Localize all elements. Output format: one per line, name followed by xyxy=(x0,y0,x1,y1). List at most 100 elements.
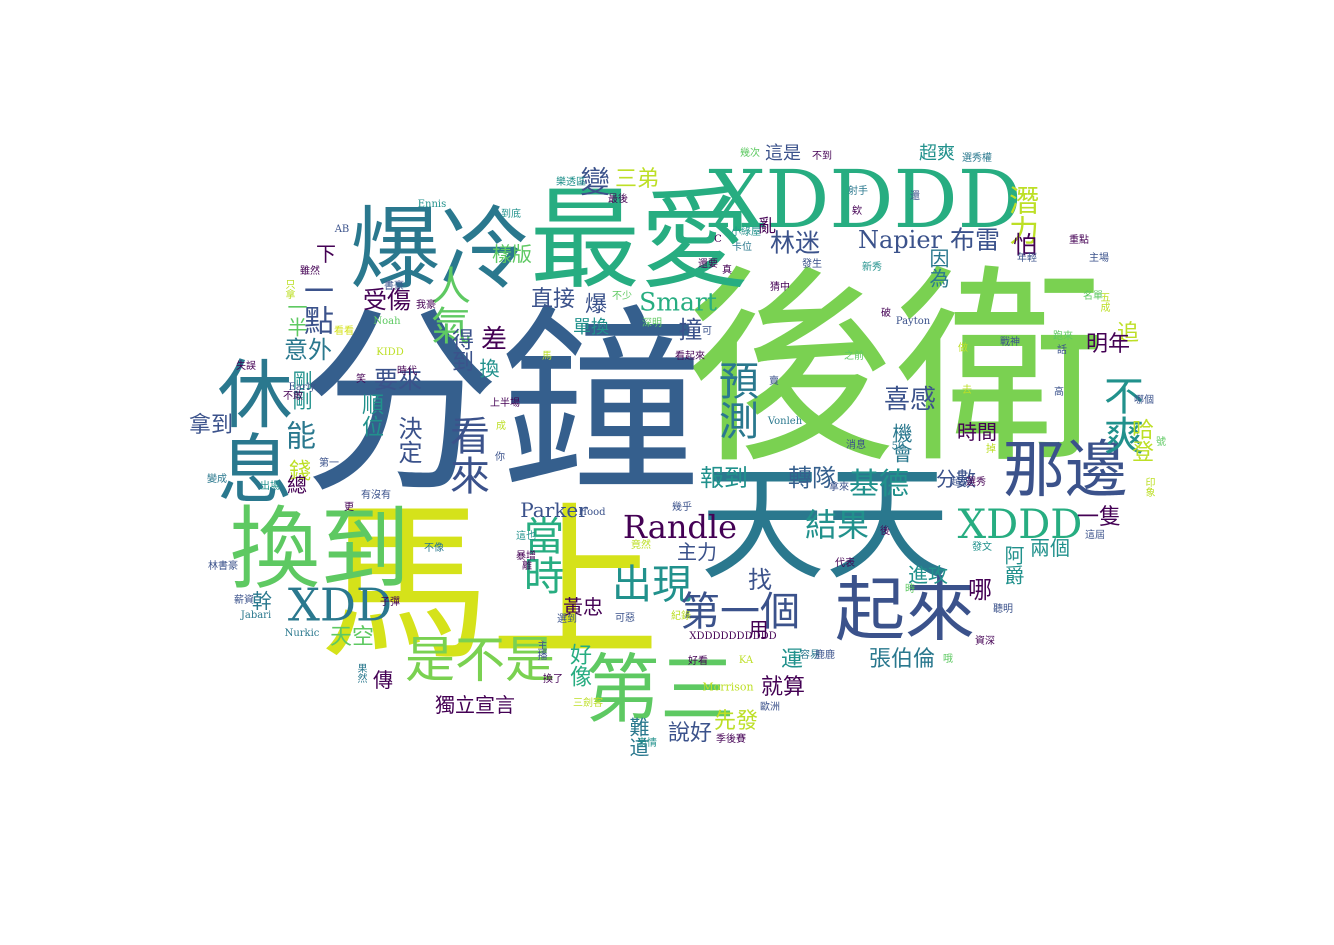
cloud-word: 掉 xyxy=(986,444,996,455)
cloud-word: Early xyxy=(288,382,316,393)
cloud-word: 只拿 xyxy=(283,279,294,299)
cloud-word: 竟然 xyxy=(631,540,651,551)
cloud-word: 先發 xyxy=(713,709,759,734)
cloud-word: 下 xyxy=(316,242,336,266)
cloud-word: Morrison xyxy=(702,680,754,694)
cloud-word: 不少 xyxy=(612,291,632,302)
cloud-word: 運 xyxy=(777,647,802,669)
cloud-word: 順位 xyxy=(358,393,383,437)
cloud-word: 用 xyxy=(745,619,769,639)
cloud-word: 休息 xyxy=(204,355,293,505)
cloud-word: 撞 xyxy=(674,317,702,341)
cloud-word: 人氣 xyxy=(424,265,470,345)
cloud-word: 一半 xyxy=(284,297,308,337)
cloud-word: 歐洲 xyxy=(760,702,780,713)
cloud-word: 新秀 xyxy=(862,262,882,273)
cloud-word: 找 xyxy=(748,566,772,594)
cloud-word: 潛力 xyxy=(1003,185,1038,245)
cloud-word: 時 xyxy=(905,584,915,595)
cloud-word: 變成 xyxy=(207,474,227,485)
cloud-word: 看看 xyxy=(334,326,354,337)
cloud-word: 三劍客 xyxy=(573,698,603,709)
cloud-word: 看起來 xyxy=(675,351,705,362)
cloud-word: XDDDDDDDDDD xyxy=(689,631,777,642)
cloud-word: 總 xyxy=(287,473,307,497)
cloud-word: 最後 xyxy=(608,194,628,205)
cloud-word: 因為 xyxy=(926,248,950,288)
cloud-word: 破 xyxy=(881,308,891,319)
cloud-word: 變 xyxy=(574,166,609,196)
cloud-word: Ennis xyxy=(417,199,447,210)
cloud-word: 主力 xyxy=(677,540,717,564)
cloud-word: 跑來 xyxy=(1053,331,1073,342)
cloud-word: 超爽 xyxy=(919,143,955,164)
cloud-word: 難道 xyxy=(626,717,650,757)
cloud-word: 可惡 xyxy=(615,613,635,624)
cloud-word: 林書豪 xyxy=(208,561,238,572)
cloud-word: 黃忠 xyxy=(563,595,603,619)
cloud-word: 天空 xyxy=(329,625,375,650)
cloud-word: 不像 xyxy=(424,543,444,554)
cloud-word: 剛剛 xyxy=(289,370,313,410)
cloud-word: Vonleh xyxy=(767,416,803,427)
cloud-word: 張伯倫 xyxy=(868,647,936,672)
cloud-word: XDDDD xyxy=(708,153,1022,246)
cloud-word: 發生 xyxy=(802,259,822,270)
cloud-word: 差 xyxy=(480,325,508,355)
cloud-word: KA xyxy=(738,655,754,666)
cloud-word: 卡位 xyxy=(732,242,752,253)
cloud-word: 戰神 xyxy=(1000,337,1020,348)
cloud-word: 亂 xyxy=(755,216,776,234)
cloud-word: 爆 xyxy=(581,292,606,314)
cloud-word: 樣版 xyxy=(492,242,532,266)
cloud-word: 薪資 xyxy=(234,595,254,606)
cloud-word: 最愛 xyxy=(530,176,750,304)
cloud-word: 五成 xyxy=(1098,292,1109,312)
cloud-word: 鹿鹿 xyxy=(815,650,835,661)
cloud-word: 單換 xyxy=(573,317,609,338)
cloud-word: 猜中 xyxy=(770,282,790,293)
cloud-word: 幾次 xyxy=(740,148,760,159)
cloud-word: 真 xyxy=(722,265,732,276)
cloud-word: 出場 xyxy=(260,481,280,492)
cloud-word: 重點 xyxy=(1069,235,1089,246)
cloud-word: 直接 xyxy=(530,287,576,312)
cloud-word: 書豪 xyxy=(384,281,404,292)
cloud-word: 好像 xyxy=(566,643,591,687)
cloud-word: 發文 xyxy=(972,542,992,553)
cloud-word: 三弟 xyxy=(614,167,660,192)
cloud-word: 好看 xyxy=(688,656,708,667)
cloud-word: 你 xyxy=(495,452,505,463)
cloud-word: 幹 xyxy=(252,589,272,613)
cloud-word: 這也 xyxy=(516,531,536,542)
cloud-word: 出現 xyxy=(612,562,692,608)
cloud-word: 那邊 xyxy=(1002,433,1128,506)
cloud-word: AB xyxy=(334,224,350,235)
cloud-word: 去 xyxy=(962,385,972,396)
cloud-word: Payton xyxy=(895,316,931,327)
cloud-word: 我豪 xyxy=(416,300,436,311)
cloud-word: 分數 xyxy=(936,467,976,491)
cloud-word: 時間 xyxy=(957,420,997,444)
cloud-word: 預測 xyxy=(712,360,758,440)
cloud-word: 要來 xyxy=(374,366,422,394)
cloud-word: 分鐘 xyxy=(299,288,701,521)
cloud-word: 表情 xyxy=(637,738,657,749)
cloud-word: 錢 xyxy=(285,459,310,481)
cloud-word: 後 xyxy=(880,526,890,537)
cloud-word: 資深 xyxy=(975,636,995,647)
cloud-word: 哈登 xyxy=(1128,418,1153,462)
cloud-word: 一點 xyxy=(298,275,333,335)
cloud-word: 射手 xyxy=(848,186,868,197)
cloud-word: 看來 xyxy=(443,415,489,495)
cloud-word: 轉隊 xyxy=(788,464,836,492)
cloud-word: 一隻 xyxy=(1076,505,1122,530)
cloud-word: 馬 xyxy=(542,351,552,362)
cloud-word: 紀錄 xyxy=(671,611,691,622)
cloud-word: 離 xyxy=(522,561,532,572)
cloud-word: 第一個 xyxy=(680,589,800,635)
cloud-word: 就算 xyxy=(760,675,806,700)
cloud-word: 得到 xyxy=(448,328,473,372)
cloud-word: 林迷 xyxy=(769,228,821,258)
